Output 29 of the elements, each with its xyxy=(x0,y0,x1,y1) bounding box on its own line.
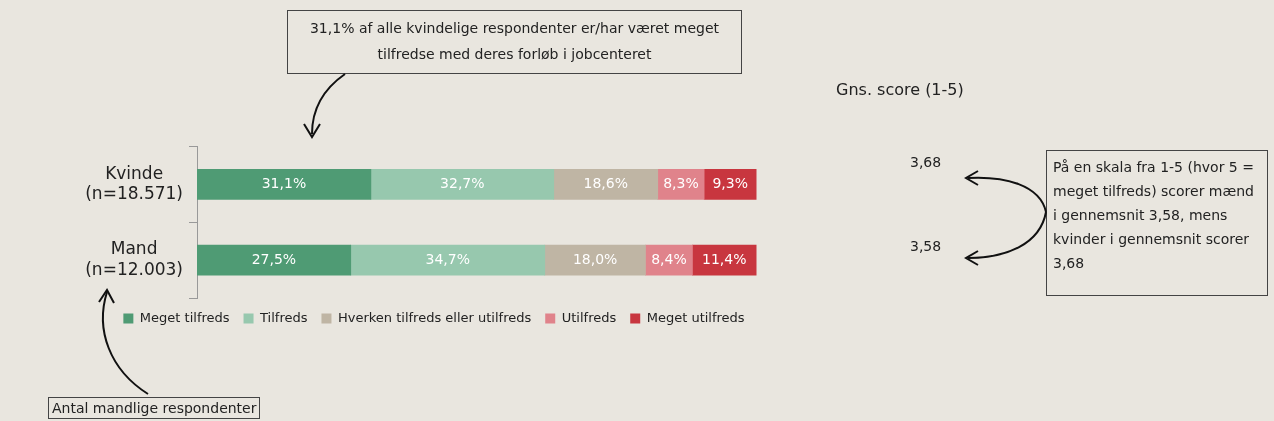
legend-label: Hverken tilfreds eller utilfreds xyxy=(337,309,532,325)
data-label: 18,6% xyxy=(583,174,628,191)
data-label: 11,4% xyxy=(702,250,747,267)
data-label: 8,3% xyxy=(663,174,699,191)
data-label: 32,7% xyxy=(440,174,485,191)
text: På en skala fra 1-5 (hvor 5 = meget tilfreds) scorer mænd i gennemsnit 3,58, mens kvinder i gennemsnit scorer 3,68 xyxy=(1046,150,1268,296)
bar xyxy=(197,244,352,276)
data-label: 8,4% xyxy=(651,250,687,267)
text: 3,58 xyxy=(910,238,942,254)
bar xyxy=(370,168,555,200)
bar xyxy=(544,244,646,276)
legend-label: Meget utilfreds xyxy=(646,309,745,325)
bar xyxy=(197,168,372,200)
legend-label: Meget tilfreds xyxy=(139,309,230,325)
data-label: 34,7% xyxy=(425,250,471,267)
data-label: 9,3% xyxy=(712,174,748,191)
text: 3,68 xyxy=(910,154,942,170)
data-label: 27,5% xyxy=(251,250,297,267)
text: Gns. score (1-5) xyxy=(836,80,964,99)
y-tick-label: Mand (n=12.003) xyxy=(85,238,184,279)
legend-label: Tilfreds xyxy=(259,309,308,325)
bar xyxy=(553,168,659,200)
bar xyxy=(350,244,546,276)
text: Antal mandlige respondenter xyxy=(48,397,261,419)
y-tick-label: Kvinde (n=18.571) xyxy=(85,162,184,203)
legend-label: Utilfreds xyxy=(561,309,617,325)
text: 31,1% af alle kvindelige respondenter er/har været meget tilfredse med deres forløb i jobcenteret xyxy=(287,10,742,74)
data-label: 31,1% xyxy=(261,174,307,191)
data-label: 18,0% xyxy=(572,250,618,267)
